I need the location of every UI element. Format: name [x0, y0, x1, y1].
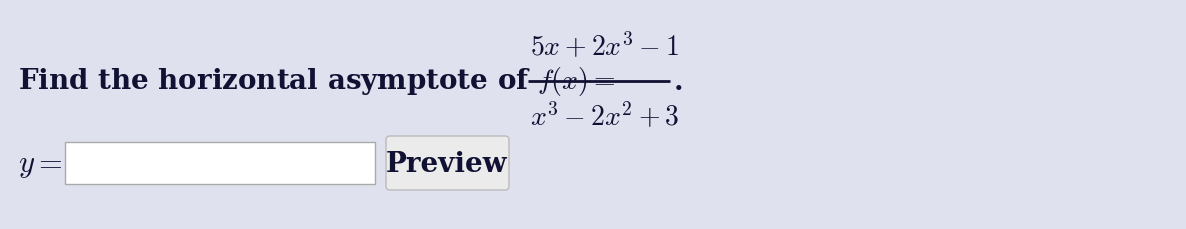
Text: .: .: [674, 68, 683, 95]
Text: Preview: Preview: [387, 150, 508, 177]
Text: Find the horizontal asymptote of $f(x) =$: Find the horizontal asymptote of $f(x) =…: [18, 65, 616, 98]
FancyBboxPatch shape: [385, 136, 509, 190]
Text: $5x + 2x^3 - 1$: $5x + 2x^3 - 1$: [530, 31, 680, 62]
Text: $x^3 - 2x^2 + 3$: $x^3 - 2x^2 + 3$: [530, 101, 680, 132]
FancyBboxPatch shape: [65, 142, 375, 184]
Text: $y =$: $y =$: [18, 149, 63, 180]
